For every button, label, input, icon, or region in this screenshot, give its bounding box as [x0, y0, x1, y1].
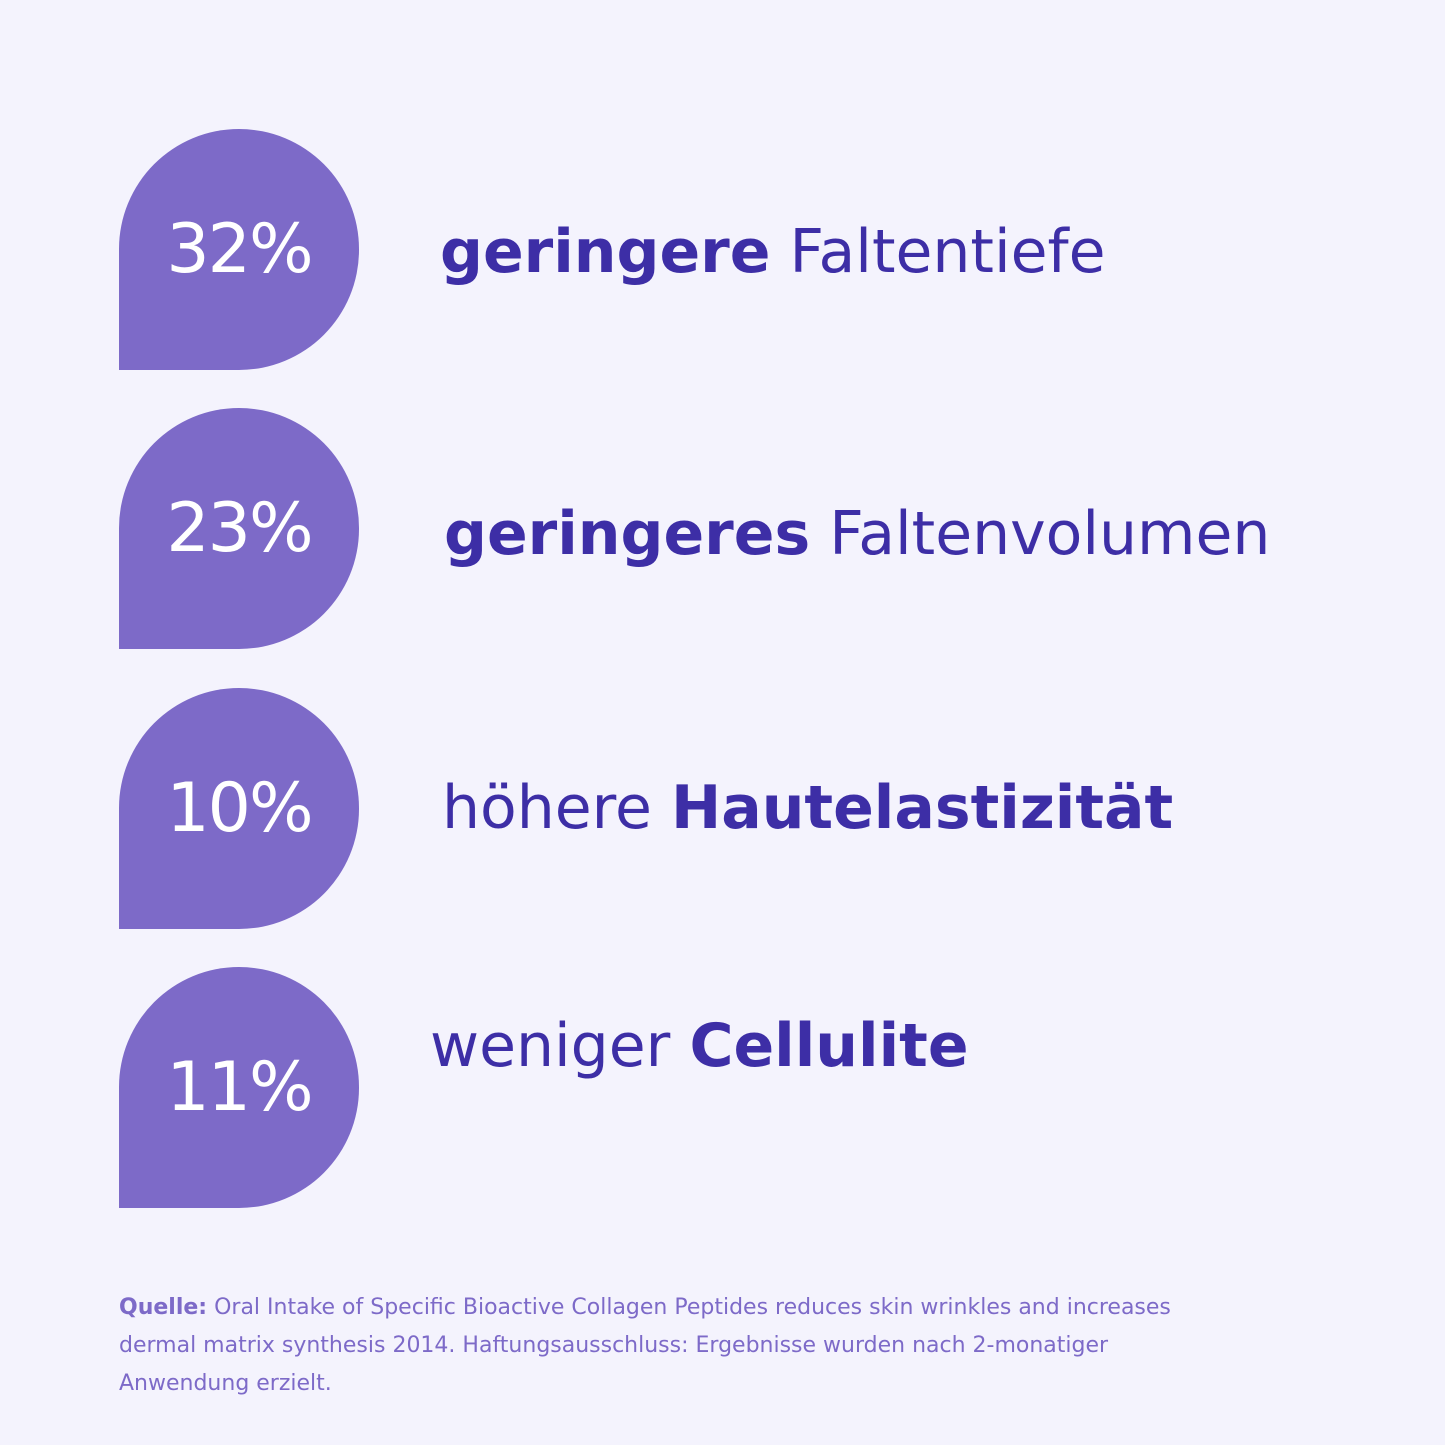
stat-text: höhere: [442, 773, 672, 843]
stat-row: 23% geringeres Faltenvolumen: [0, 408, 1445, 649]
percentage-badge: 23%: [119, 408, 359, 649]
percentage-badge: 11%: [119, 967, 359, 1208]
percentage-badge: 10%: [119, 688, 359, 929]
percentage-value: 32%: [166, 210, 313, 289]
source-footnote: Quelle: Oral Intake of Specific Bioactiv…: [119, 1289, 1199, 1403]
stat-text: Faltenvolumen: [810, 499, 1271, 569]
stat-emphasis: geringeres: [444, 499, 811, 569]
stat-statement: höhere Hautelastizität: [442, 778, 1173, 838]
percentage-value: 10%: [166, 769, 313, 848]
stat-text: weniger: [430, 1011, 690, 1081]
stat-emphasis: Hautelastizität: [671, 773, 1174, 843]
percentage-value: 23%: [166, 489, 313, 568]
stat-emphasis: geringere: [440, 217, 771, 287]
stat-statement: geringeres Faltenvolumen: [444, 504, 1270, 564]
stat-statement: geringere Faltentiefe: [440, 222, 1106, 282]
percentage-value: 11%: [166, 1048, 313, 1127]
stat-text: Faltentiefe: [770, 217, 1106, 287]
percentage-badge: 32%: [119, 129, 359, 370]
stat-statement: weniger Cellulite: [430, 1016, 969, 1076]
source-label: Quelle:: [119, 1295, 208, 1320]
stat-row: 10% höhere Hautelastizität: [0, 688, 1445, 929]
source-text: Oral Intake of Specific Bioactive Collag…: [119, 1295, 1171, 1396]
stat-row: 32% geringere Faltentiefe: [0, 129, 1445, 370]
stat-row: 11% weniger Cellulite: [0, 967, 1445, 1208]
stat-emphasis: Cellulite: [689, 1011, 969, 1081]
